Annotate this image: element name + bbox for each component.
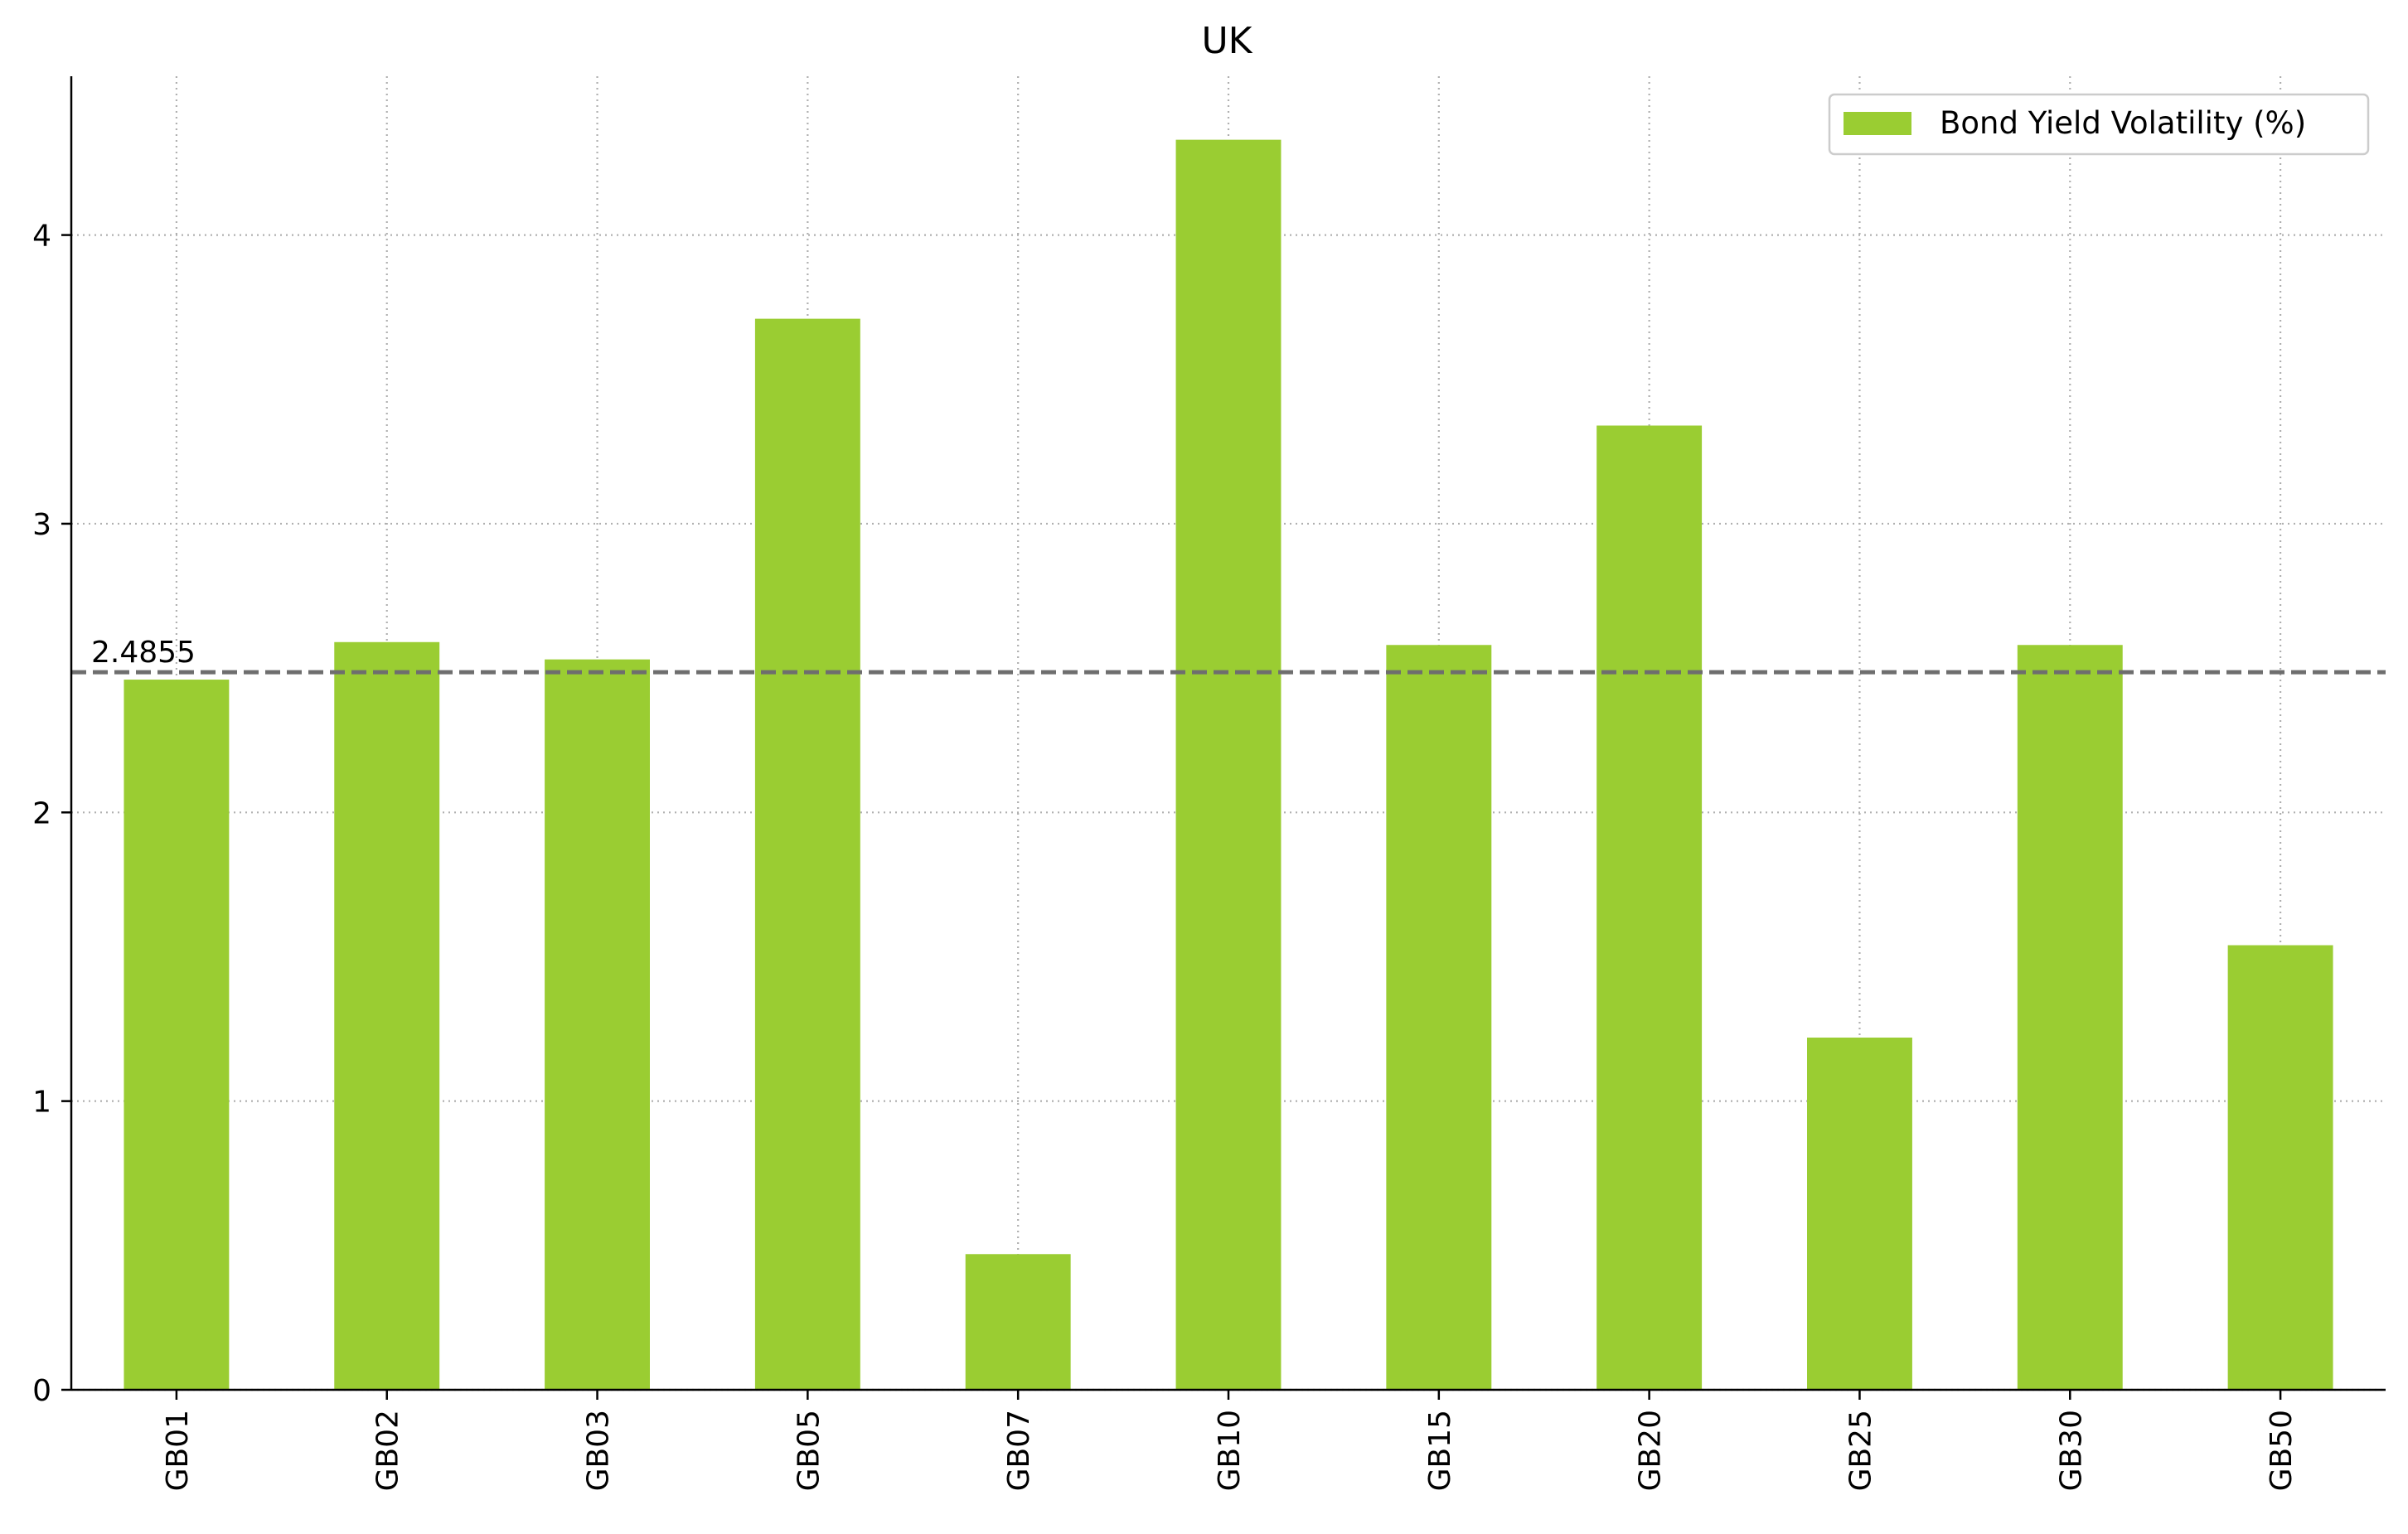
bar-gb05 (754, 318, 860, 1391)
x-tick-label: GB10 (1213, 1410, 1247, 1491)
bar-gb07 (965, 1254, 1071, 1390)
legend-swatch (1844, 112, 1911, 135)
bar-gb30 (2017, 645, 2123, 1390)
reference-line-label: 2.4855 (91, 636, 196, 670)
legend-frame (1828, 93, 2370, 156)
bar-gb20 (1596, 425, 1703, 1390)
bar-gb25 (1807, 1038, 1912, 1390)
bar-gb02 (334, 641, 440, 1390)
x-tick-label: GB15 (1423, 1410, 1457, 1491)
y-tick-label: 0 (32, 1374, 51, 1408)
reference-line-group: 2.4855 (71, 636, 2386, 675)
x-tick-label: GB03 (582, 1410, 616, 1491)
y-tick-label: 3 (32, 508, 51, 542)
x-tick-label: GB50 (2265, 1410, 2299, 1491)
x-tick-label: GB05 (792, 1410, 826, 1491)
bar-gb03 (545, 659, 650, 1390)
x-tick-label: GB07 (1002, 1410, 1036, 1491)
x-axis-ticks: GB01 GB02 GB03 GB05 GB07 GB10 GB15 GB20 GB25 GB30… (161, 1390, 2299, 1491)
bar-gb10 (1175, 139, 1282, 1391)
y-axis-ticks: 0 1 2 3 4 (32, 220, 71, 1408)
y-tick-label: 1 (32, 1086, 51, 1120)
chart-title: UK (1201, 20, 1252, 62)
x-tick-label: GB30 (2054, 1410, 2088, 1491)
x-tick-label: GB01 (161, 1410, 195, 1491)
y-tick-label: 4 (32, 220, 51, 254)
bars (124, 139, 2333, 1391)
legend: Bond Yield Volatility (%) (1828, 93, 2370, 156)
x-tick-label: GB20 (1634, 1410, 1668, 1491)
legend-label: Bond Yield Volatility (%) (1940, 105, 2306, 141)
x-tick-label: GB02 (371, 1410, 405, 1491)
bar-gb01 (124, 680, 230, 1390)
bar-gb50 (2227, 945, 2333, 1390)
x-tick-label: GB25 (1844, 1410, 1877, 1491)
y-tick-label: 2 (32, 796, 51, 830)
bar-gb15 (1386, 645, 1492, 1390)
